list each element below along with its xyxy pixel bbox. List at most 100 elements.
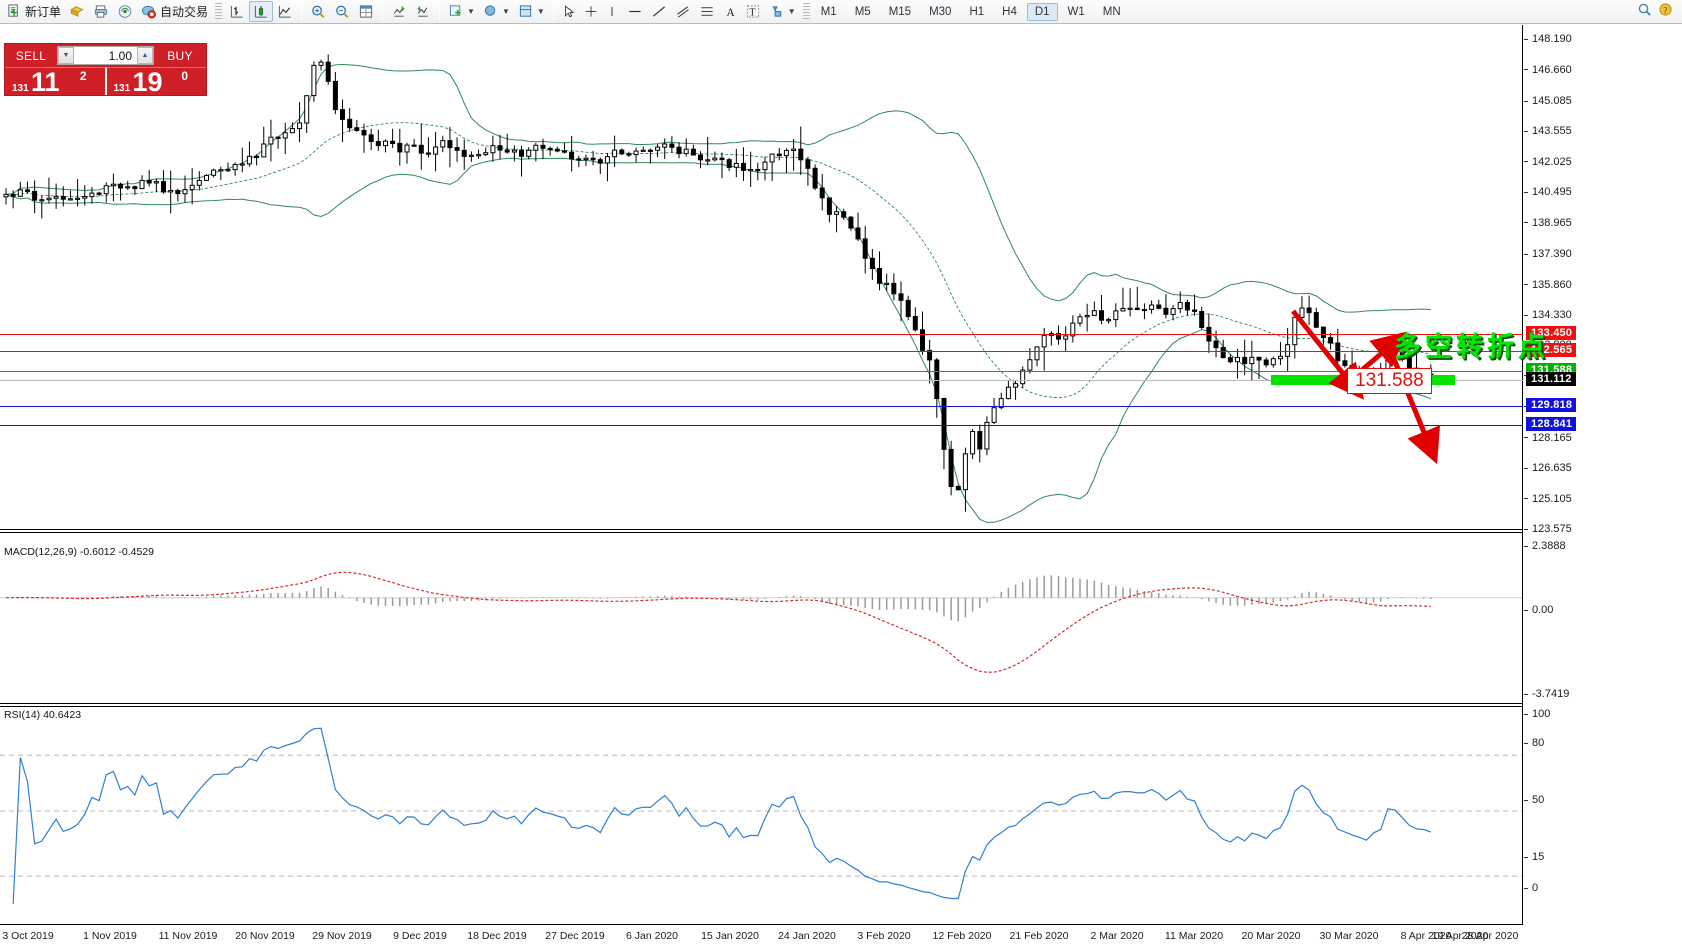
candle-body (741, 162, 746, 171)
search-icon[interactable] (1637, 2, 1652, 22)
line-chart-button[interactable] (273, 1, 297, 22)
bar-chart-icon (230, 5, 243, 18)
toolbar-grip-2[interactable] (802, 2, 810, 21)
candle-body (189, 184, 195, 191)
toolbar-grip[interactable] (215, 2, 223, 21)
fibonacci-button[interactable] (695, 1, 719, 22)
price-pane[interactable] (0, 25, 1523, 530)
macd-pane[interactable] (0, 532, 1523, 704)
text-button[interactable]: A (719, 1, 741, 22)
candle-body (368, 134, 374, 143)
date-axis[interactable]: 3 Oct 2019 1 Nov 2019 11 Nov 2019 20 Nov 20… (0, 928, 1523, 950)
volume-decrement-button[interactable]: ▼ (58, 47, 74, 64)
help-icon[interactable]: ? (1658, 2, 1673, 22)
candle-body (912, 316, 918, 331)
cursor-button[interactable] (558, 1, 580, 22)
toolbar-separator-1 (301, 2, 303, 21)
auto-scroll-button[interactable] (411, 1, 435, 22)
chevron-down-icon-4[interactable]: ▼ (787, 7, 796, 16)
channel-icon (676, 6, 689, 18)
timeframe-m15[interactable]: M15 (888, 5, 912, 18)
chevron-down-icon[interactable]: ▼ (467, 7, 475, 16)
timeframe-m1[interactable]: M1 (820, 5, 837, 18)
price-badge-133.450[interactable]: 133.450 (1526, 325, 1577, 340)
volume-input[interactable]: ▼ 1.00 ▲ (57, 46, 154, 65)
shapes-button[interactable]: ▼ (765, 1, 800, 22)
volume-increment-button[interactable]: ▲ (137, 47, 153, 64)
candle-body (433, 146, 439, 155)
price-tick-138.965: 138.965 (1524, 217, 1572, 229)
vertical-line-icon (611, 7, 613, 16)
rsi-indicator-label: RSI(14) 40.6423 (4, 709, 82, 721)
volume-value[interactable]: 1.00 (108, 48, 132, 63)
price-badge-129.818[interactable]: 129.818 (1526, 397, 1577, 412)
profile-button[interactable] (65, 1, 89, 22)
rsi-pane[interactable] (0, 706, 1523, 924)
candle-body (461, 149, 467, 157)
date-tick-20: 28 Apr 2020 (1461, 930, 1519, 942)
objects-button[interactable]: ▼ (479, 1, 514, 22)
signal-button[interactable] (113, 1, 137, 22)
price-axis[interactable]: 148.190 146.660 145.085 143.555 142.025 140.4… (1524, 25, 1682, 924)
price-tick-126.635: 126.635 (1524, 462, 1572, 474)
trendline-icon (652, 6, 665, 17)
toolbar-separator-4 (552, 2, 554, 21)
bollinger-lower-band (5, 157, 1432, 523)
candle-body (1163, 307, 1169, 315)
price-level-line-131.588[interactable] (0, 370, 1523, 372)
candle-body (862, 238, 868, 259)
candle-body (10, 193, 16, 197)
timeframe-w1[interactable]: W1 (1067, 5, 1085, 18)
one-click-trading-panel[interactable]: SELL ▼ 1.00 ▲ BUY 131 11 2 131 19 0 (4, 43, 207, 97)
chevron-down-icon-3[interactable]: ▼ (536, 7, 545, 16)
templates-button[interactable]: ▼ (514, 1, 549, 22)
bar-chart-button[interactable] (225, 1, 249, 22)
sell-button[interactable]: SELL (15, 48, 47, 63)
timeframe-h4[interactable]: H4 (1002, 5, 1017, 18)
vertical-line-button[interactable] (602, 1, 623, 22)
candle-body (32, 190, 38, 201)
new-order-button[interactable]: 新订单 (3, 1, 65, 22)
timeframe-m5[interactable]: M5 (854, 5, 871, 18)
candlestick-chart-button[interactable] (249, 1, 274, 22)
buy-button[interactable]: BUY (167, 48, 193, 63)
price-level-line-129.818[interactable] (0, 405, 1523, 407)
price-badge-132.565[interactable]: 132.565 (1526, 343, 1577, 358)
zoom-in-button[interactable] (306, 1, 330, 22)
buy-quote[interactable]: 131 19 0 (104, 67, 206, 97)
chevron-down-icon-2[interactable]: ▼ (501, 7, 510, 16)
horizontal-line-button[interactable] (623, 1, 647, 22)
timeframe-m30[interactable]: M30 (929, 5, 952, 18)
auto-trade-button[interactable]: 自动交易 (137, 1, 212, 22)
price-level-line-133.450[interactable] (0, 333, 1523, 335)
price-level-line-132.565[interactable] (0, 351, 1523, 353)
candle-body (161, 181, 166, 193)
text-label-button[interactable]: T (741, 1, 765, 22)
candle-body (991, 407, 997, 423)
candle-body (970, 431, 976, 455)
candle-body (476, 154, 482, 157)
shift-end-button[interactable] (387, 1, 411, 22)
channel-button[interactable] (671, 1, 695, 22)
price-badge-128.841[interactable]: 128.841 (1526, 417, 1577, 432)
line-chart-icon (278, 5, 291, 18)
candle-body (196, 179, 202, 186)
print-button[interactable] (89, 1, 113, 22)
sell-quote[interactable]: 131 11 2 (5, 67, 105, 97)
candle-body (826, 197, 832, 215)
trendline-button[interactable] (647, 1, 671, 22)
zoom-out-button[interactable] (330, 1, 354, 22)
candle-body (626, 153, 632, 156)
timeframe-h1[interactable]: H1 (969, 5, 985, 18)
candle-body (1106, 319, 1112, 322)
price-badge-131.112[interactable]: 131.112 (1526, 372, 1576, 387)
candle-body (418, 144, 424, 154)
timeframe-mn[interactable]: MN (1102, 5, 1121, 18)
timeframe-d1[interactable]: D1 (1026, 2, 1058, 21)
price-level-line-128.841[interactable] (0, 425, 1523, 427)
indicators-button[interactable]: ▼ (444, 1, 479, 22)
crosshair-button[interactable] (580, 1, 602, 22)
data-window-button[interactable] (354, 1, 378, 22)
candle-body (332, 80, 338, 111)
price-tick-143.555: 143.555 (1524, 125, 1572, 137)
